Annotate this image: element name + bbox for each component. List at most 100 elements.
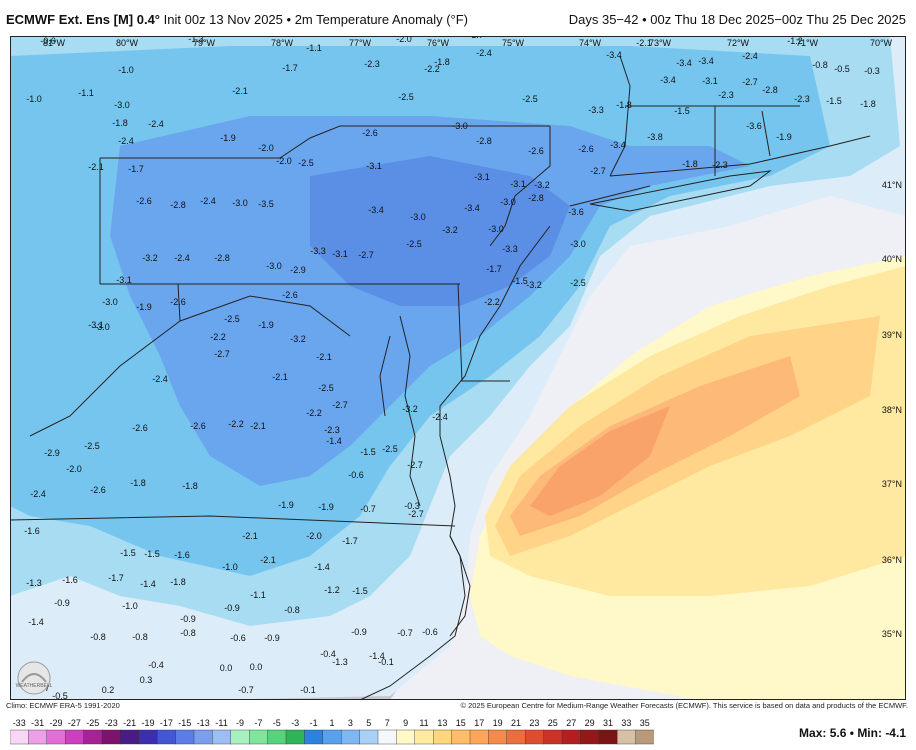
latitude-label: 39°N — [882, 330, 902, 340]
field-name: 2m Temperature Anomaly (°F) — [294, 12, 469, 27]
colorbar-swatch — [396, 729, 416, 745]
anomaly-value-label: -2.5 — [224, 314, 240, 324]
anomaly-value-label: -3.2 — [526, 280, 542, 290]
anomaly-value-label: -2.5 — [298, 158, 314, 168]
valid-period: Days 35−42 • 00z Thu 18 Dec 2025−00z Thu… — [568, 12, 906, 27]
anomaly-value-label: -2.7 — [742, 77, 758, 87]
anomaly-value-label: -3.0 — [94, 322, 110, 332]
colorbar-swatch — [617, 729, 637, 745]
anomaly-value-label: -2.4 — [148, 119, 164, 129]
colorbar-tick-label: 13 — [437, 718, 447, 728]
colorbar-tick-label: 1 — [329, 718, 334, 728]
anomaly-value-label: -1.9 — [258, 320, 274, 330]
colorbar-swatch — [580, 729, 600, 745]
anomaly-value-label: -2.2 — [484, 297, 500, 307]
stats-separator: • — [849, 726, 854, 740]
colorbar-swatch — [248, 729, 269, 745]
colorbar-tick-label: -25 — [86, 718, 99, 728]
cool-band-5 — [310, 156, 570, 306]
colorbar-swatch — [175, 729, 195, 745]
colorbar-swatch — [635, 729, 654, 745]
anomaly-value-label: -2.2 — [424, 64, 440, 74]
anomaly-value-label: -2.3 — [364, 59, 380, 69]
anomaly-value-label: 0.2 — [102, 685, 115, 695]
max-min-stats: Max: 5.6 • Min: -4.1 — [799, 726, 906, 740]
colorbar-tick-label: -3 — [291, 718, 299, 728]
anomaly-value-label: -2.3 — [324, 425, 340, 435]
anomaly-value-label: 0.3 — [140, 675, 153, 685]
anomaly-value-label: -0.7 — [360, 504, 376, 514]
anomaly-value-label: -2.2 — [306, 408, 322, 418]
colorbar-swatch — [451, 729, 471, 745]
weatherbell-logo: WEATHERBELL — [16, 661, 53, 695]
colorbar-tick-label: -29 — [49, 718, 62, 728]
anomaly-value-label: -2.8 — [170, 200, 186, 210]
anomaly-value-label: -0.5 — [52, 691, 68, 700]
anomaly-value-label: -2.1 — [636, 38, 652, 48]
anomaly-value-label: -3.4 — [676, 58, 692, 68]
anomaly-value-label: -3.4 — [464, 203, 480, 213]
anomaly-value-label: -1.0 — [122, 601, 138, 611]
colorbar-tick-label: -33 — [13, 718, 26, 728]
min-value: -4.1 — [885, 726, 906, 740]
anomaly-value-label: -1.9 — [220, 133, 236, 143]
anomaly-value-label: -3.0 — [570, 239, 586, 249]
colorbar-tick-label: 23 — [529, 718, 539, 728]
colorbar-swatch — [377, 729, 398, 745]
colorbar-swatch — [322, 729, 342, 745]
ny-pa-nj-border — [489, 126, 551, 247]
anomaly-value-label: -2.1 — [260, 555, 276, 565]
anomaly-value-label: -1.1 — [250, 590, 266, 600]
anomaly-value-label: -2.7 — [214, 349, 230, 359]
longitude-label: 72°W — [727, 38, 750, 48]
colorbar-tick-label: 27 — [566, 718, 576, 728]
anomaly-value-label: -1.3 — [188, 36, 204, 44]
colorbar-swatch — [469, 729, 490, 745]
latitude-label: 38°N — [882, 405, 902, 415]
colorbar-swatch — [120, 729, 140, 745]
colorbar-swatch — [359, 729, 379, 745]
anomaly-value-label: -1.4 — [28, 617, 44, 627]
anomaly-value-label: -3.2 — [534, 180, 550, 190]
anomaly-value-label: -1.4 — [314, 562, 330, 572]
anomaly-value-label: -2.6 — [528, 146, 544, 156]
anomaly-value-label: -3.0 — [410, 212, 426, 222]
anomaly-value-label: -1.6 — [62, 575, 78, 585]
anomaly-value-label: -3.4 — [660, 75, 676, 85]
colorbar-swatch — [193, 729, 214, 745]
anomaly-value-label: -0.8 — [90, 632, 106, 642]
warm-band-5 — [530, 406, 670, 516]
copyright-note: © 2025 European Centre for Medium-Range … — [460, 701, 908, 710]
anomaly-value-label: 0.0 — [220, 663, 233, 673]
anomaly-value-label: -2.1 — [250, 421, 266, 431]
anomaly-value-label: -1.6 — [174, 550, 190, 560]
anomaly-value-label: -2.0 — [258, 143, 274, 153]
anomaly-value-label: -2.7 — [407, 460, 423, 470]
anomaly-value-label: -1.4 — [140, 579, 156, 589]
anomaly-value-label: -2.7 — [332, 400, 348, 410]
anomaly-map: 81°W 80°W 79°W 78°W 77°W 76°W 75°W 74°W 73°W 72°W… — [10, 36, 906, 700]
anomaly-value-label: -0.9 — [224, 603, 240, 613]
anomaly-value-label: -2.3 — [712, 160, 728, 170]
anomaly-value-label: -0.6 — [230, 633, 246, 643]
anomaly-value-label: -1.2 — [324, 585, 340, 595]
anomaly-value-label: -1.8 — [112, 118, 128, 128]
colorbar-tick-label: -13 — [197, 718, 210, 728]
longitude-label: 70°W — [870, 38, 893, 48]
anomaly-value-label: -2.3 — [750, 36, 766, 39]
anomaly-value-label: -2.6 — [170, 297, 186, 307]
colorbar-swatch — [341, 729, 361, 745]
anomaly-values: -0.6 -1.4 -1.3 -1.3 -1.1 -2.0 -1.7 -2.7 -2.1 -3.1… — [24, 36, 880, 700]
model-name: ECMWF Ext. Ens [M] — [6, 12, 134, 27]
anomaly-value-label: -1.7 — [342, 536, 358, 546]
colorbar-swatch — [267, 729, 287, 745]
anomaly-value-label: -3.1 — [702, 76, 718, 86]
anomaly-value-label: -3.1 — [88, 320, 104, 330]
va-nc-border — [10, 515, 456, 527]
de-md-border — [457, 283, 510, 382]
anomaly-value-label: -2.4 — [742, 51, 758, 61]
anomaly-value-label: -0.4 — [148, 660, 164, 670]
anomaly-value-label: -1.8 — [616, 100, 632, 110]
anomaly-value-label: -0.6 — [422, 627, 438, 637]
anomaly-value-label: -2.6 — [90, 485, 106, 495]
